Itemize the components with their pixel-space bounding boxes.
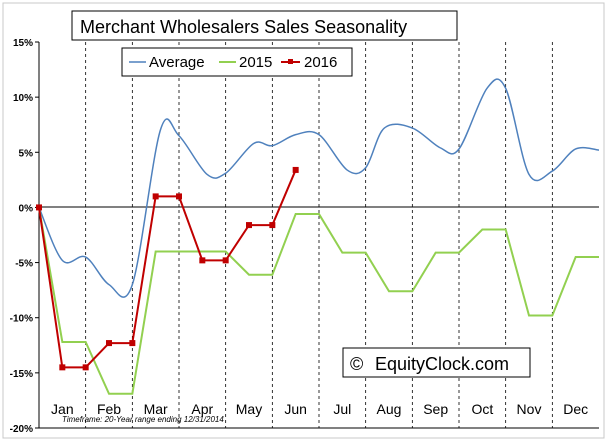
axes [38,42,599,429]
series-line-2016 [38,169,297,369]
x-tick-label-nov: Nov [517,401,542,417]
watermark: © EquityClock.com [342,347,531,378]
series-line-2015 [38,207,599,395]
y-tick-labels: 15% 10% 5% 0% -5% -10% -15% -20% [10,38,39,435]
data-point-2016 [176,193,182,200]
data-point-2016 [36,204,42,211]
gridlines [85,42,553,428]
y-tick-label: -20% [10,424,33,435]
legend-frame [121,47,353,77]
legend-label-2015: 2015 [239,54,272,71]
y-tick-label: -5% [15,259,33,270]
legend-label-2016: 2016 [304,54,337,71]
timeframe-footnote: Timeframe: 20-Year range ending 12/31/20… [62,415,224,424]
x-tick-label-mar: Mar [144,401,168,417]
title-frame [71,10,458,41]
x-tick-label-feb: Feb [97,401,121,417]
y-tick-label: 15% [13,38,33,49]
legend-marker-2016 [288,59,293,64]
x-tick-label-apr: Apr [191,401,213,417]
data-point-2016 [246,222,252,229]
y-tick-label: 0% [19,203,34,214]
data-point-2016 [292,166,299,173]
legend-label-average: Average [149,54,205,71]
chart-title: Merchant Wholesalers Sales Seasonality [80,17,407,37]
watermark-frame [342,347,531,378]
x-tick-labels: Jan Feb Mar Apr May Jun Jul Aug Sep Oct Nov Dec [51,401,588,417]
data-point-2016 [199,257,206,264]
x-tick-label-aug: Aug [377,401,402,417]
y-tick-label: 10% [13,93,33,104]
chart-title-box: Merchant Wholesalers Sales Seasonality [71,10,458,41]
x-tick-label-oct: Oct [471,401,493,417]
series-lines [36,78,600,395]
watermark-label: EquityClock.com [375,354,509,374]
y-tick-label: -15% [10,369,33,380]
y-tick-label: -10% [10,314,33,325]
data-point-2016 [222,257,229,264]
copyright-symbol: © [350,354,363,374]
data-point-2016 [152,193,159,200]
y-tick-label: 5% [19,148,34,159]
x-tick-label-may: May [236,401,262,417]
x-tick-label-dec: Dec [563,401,588,417]
data-point-2016 [59,364,66,371]
x-tick-label-jun: Jun [284,401,307,417]
series-line-average [38,78,600,298]
data-point-2016 [129,340,136,347]
data-point-2016 [269,222,276,229]
legend: Average 2015 2016 [121,47,353,77]
data-point-2016 [82,364,89,371]
data-point-2016 [106,340,112,347]
x-tick-label-jan: Jan [51,401,74,417]
x-tick-label-sep: Sep [423,401,448,417]
x-tick-label-jul: Jul [333,401,351,417]
